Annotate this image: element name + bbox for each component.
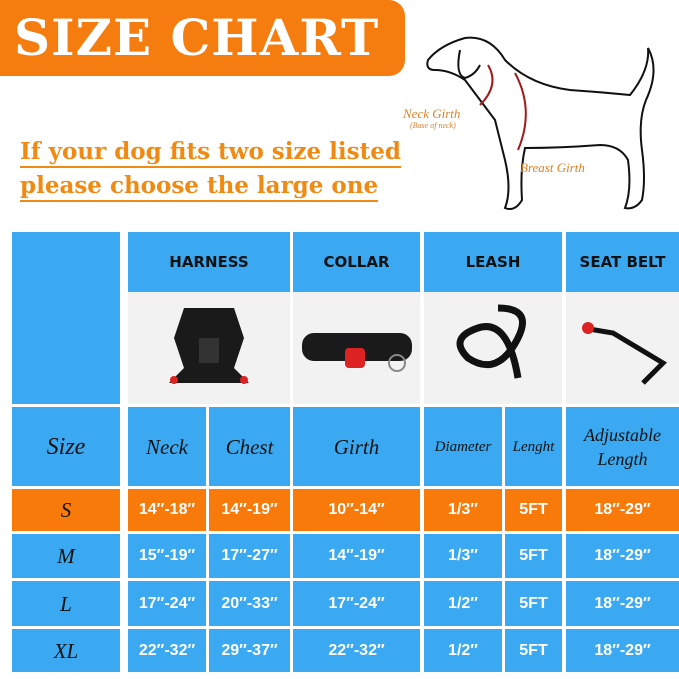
row-m-chest: 17″-27″ xyxy=(209,534,290,578)
neck-girth-note: (Base of neck) xyxy=(410,121,456,130)
header-harness: HARNESS xyxy=(128,232,290,292)
harness-image xyxy=(128,292,290,404)
col-adjustable-length: Adjustable Length xyxy=(566,407,679,486)
row-xl-girth: 22″-32″ xyxy=(293,629,420,672)
row-m-size: M xyxy=(12,534,120,578)
col-diameter: Diameter xyxy=(424,407,502,486)
col-length: Lenght xyxy=(505,407,562,486)
row-s-girth: 10″-14″ xyxy=(293,489,420,531)
row-xl-belt: 18″-29″ xyxy=(566,629,679,672)
subtitle-line-1: If your dog fits two size listed xyxy=(20,138,401,168)
row-xl-length: 5FT xyxy=(505,629,562,672)
corner-cell xyxy=(12,232,120,404)
row-m-diameter: 1/3″ xyxy=(424,534,502,578)
col-chest: Chest xyxy=(209,407,290,486)
header-collar: COLLAR xyxy=(293,232,420,292)
col-neck: Neck xyxy=(128,407,206,486)
row-xl-diameter: 1/2″ xyxy=(424,629,502,672)
header-seat-belt: SEAT BELT xyxy=(566,232,679,292)
breast-girth-label: Breast Girth xyxy=(520,160,585,175)
row-m-girth: 14″-19″ xyxy=(293,534,420,578)
neck-girth-label: Neck Girth xyxy=(403,106,461,121)
row-m-length: 5FT xyxy=(505,534,562,578)
row-s-length: 5FT xyxy=(505,489,562,531)
row-l-diameter: 1/2″ xyxy=(424,581,502,626)
col-size: Size xyxy=(12,407,120,486)
row-l-belt: 18″-29″ xyxy=(566,581,679,626)
row-l-neck: 17″-24″ xyxy=(128,581,206,626)
row-l-size: L xyxy=(12,581,120,626)
row-xl-size: XL xyxy=(12,629,120,672)
row-l-girth: 17″-24″ xyxy=(293,581,420,626)
subtitle-line-2: please choose the large one xyxy=(20,172,379,202)
row-m-belt: 18″-29″ xyxy=(566,534,679,578)
row-l-chest: 20″-33″ xyxy=(209,581,290,626)
dog-outline-icon xyxy=(426,36,655,210)
row-s-chest: 14″-19″ xyxy=(209,489,290,531)
leash-image xyxy=(424,292,562,404)
title-banner: SIZE CHART xyxy=(0,0,405,76)
collar-image xyxy=(293,292,420,404)
header-leash: LEASH xyxy=(424,232,562,292)
row-s-belt: 18″-29″ xyxy=(566,489,679,531)
seat-belt-image xyxy=(566,292,679,404)
row-xl-neck: 22″-32″ xyxy=(128,629,206,672)
col-girth: Girth xyxy=(293,407,420,486)
row-s-size: S xyxy=(12,489,120,531)
row-xl-chest: 29″-37″ xyxy=(209,629,290,672)
row-m-neck: 15″-19″ xyxy=(128,534,206,578)
row-s-diameter: 1/3″ xyxy=(424,489,502,531)
row-l-length: 5FT xyxy=(505,581,562,626)
row-s-neck: 14″-18″ xyxy=(128,489,206,531)
